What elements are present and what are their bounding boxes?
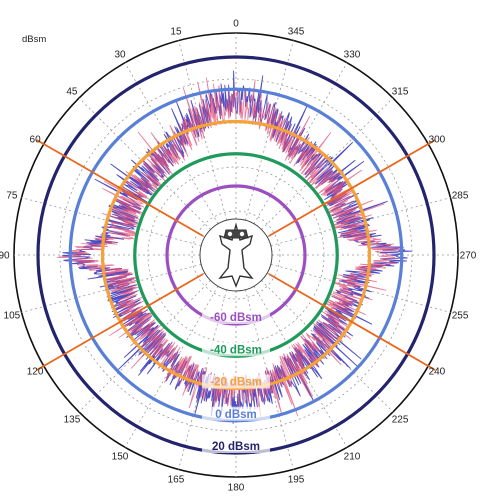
tick-layer: 0 15 30 45 60 75 90 105 120 135 150 165 180 195 210 225… xyxy=(0,19,477,494)
angle-tick-label: 105 xyxy=(4,311,21,322)
grid-spoke-75 xyxy=(21,197,202,247)
angle-tick-label: 285 xyxy=(452,190,469,201)
ring-value-label: -60 dBsm xyxy=(210,312,262,324)
grid-spoke-225 xyxy=(261,280,394,413)
angle-tick-label: 30 xyxy=(114,50,126,61)
highlight-spoke-240 xyxy=(268,273,436,371)
grid-spoke-285 xyxy=(270,197,451,247)
angle-tick-label: 210 xyxy=(344,451,361,462)
ring-label-background xyxy=(202,310,270,324)
grid-spoke-255 xyxy=(270,263,451,313)
angle-tick-label: 240 xyxy=(429,367,446,378)
spoke-layer xyxy=(36,139,436,371)
ring-value-label: 0 dBsm xyxy=(215,409,257,421)
ring-label-layer: -60 dBsm -40 dBsm -20 dBsm 0 dBsm 20 dBsm xyxy=(202,310,270,453)
angle-tick-label: 0 xyxy=(233,19,239,30)
angle-tick-label: 60 xyxy=(30,135,42,146)
grid-spoke-330 xyxy=(253,62,348,225)
grid-spoke-30 xyxy=(124,62,219,225)
ring-value-label: -40 dBsm xyxy=(210,344,262,356)
grid-spoke-105 xyxy=(21,263,202,313)
angle-tick-label: 225 xyxy=(392,415,409,426)
angle-tick-label: 195 xyxy=(288,475,305,486)
angle-tick-label: 90 xyxy=(0,251,10,262)
grid-spoke-315 xyxy=(261,97,394,230)
angle-tick-label: 15 xyxy=(170,26,182,37)
grid-spoke-135 xyxy=(78,280,211,413)
grid-spoke-45 xyxy=(78,97,211,230)
ring-label-background xyxy=(202,374,270,389)
angle-tick-label: 300 xyxy=(429,135,446,146)
grid-circle-0 xyxy=(191,210,281,300)
angle-tick-label: 255 xyxy=(452,311,469,322)
grid-spoke-15 xyxy=(178,40,228,221)
angle-tick-label: 45 xyxy=(66,86,78,97)
angle-tick-label: 345 xyxy=(288,26,305,37)
angle-tick-label: 120 xyxy=(27,367,44,378)
grid-spoke-345 xyxy=(244,40,294,221)
angle-tick-label: 315 xyxy=(392,86,409,97)
ring-value-label: -20 dBsm xyxy=(210,377,262,389)
angle-tick-label: 75 xyxy=(6,190,18,201)
ring-label-background xyxy=(202,406,270,421)
unit-label: dBsm xyxy=(22,34,46,45)
highlight-spoke-300 xyxy=(268,139,436,237)
ring-label-background xyxy=(202,342,270,357)
angle-tick-label: 330 xyxy=(344,50,361,61)
ring-label-background xyxy=(202,439,270,453)
angle-tick-label: 135 xyxy=(64,415,81,426)
highlight-spoke-120 xyxy=(36,273,204,371)
aircraft-top-view-icon xyxy=(199,218,273,292)
ring-value-label: 20 dBsm xyxy=(212,441,260,453)
highlight-spoke-60 xyxy=(36,139,204,237)
angle-tick-label: 165 xyxy=(168,475,185,486)
angle-tick-label: 150 xyxy=(112,451,129,462)
angle-tick-label: 270 xyxy=(460,251,477,262)
angle-tick-label: 180 xyxy=(228,483,245,494)
